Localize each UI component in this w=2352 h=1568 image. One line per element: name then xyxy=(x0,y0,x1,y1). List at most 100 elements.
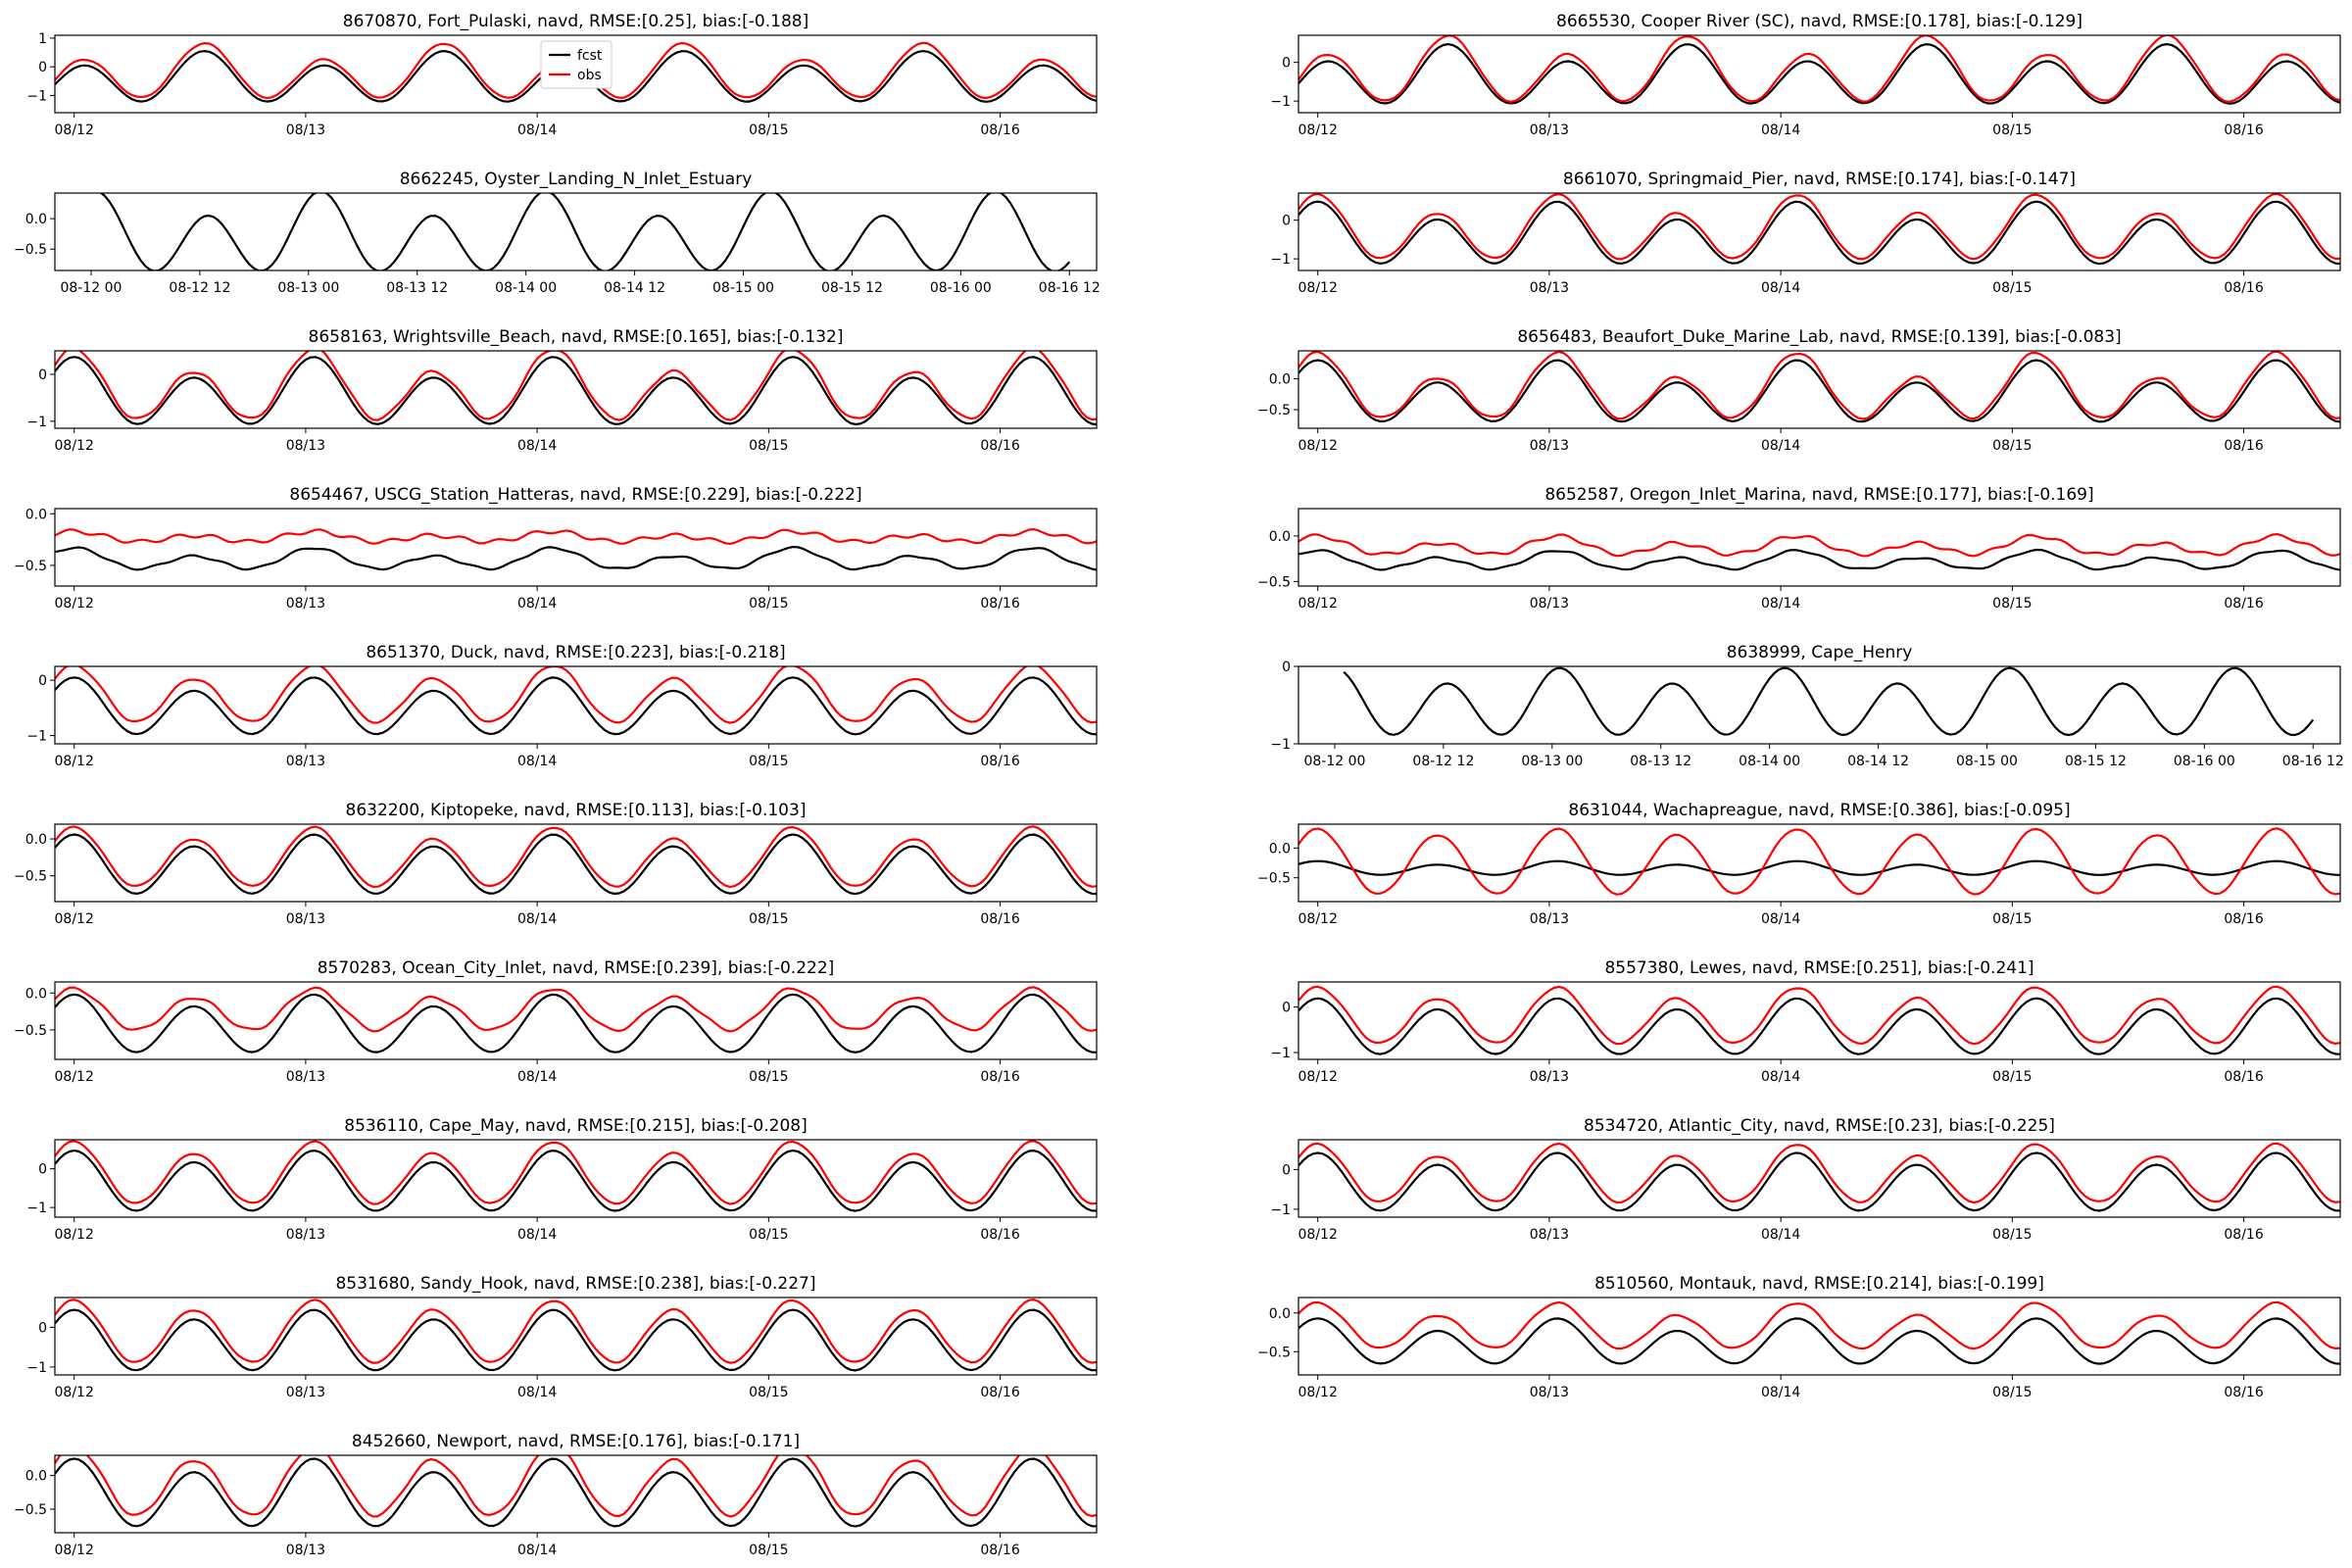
subplot-title: 8654467, USCG_Station_Hatteras, navd, RM… xyxy=(289,485,861,505)
y-tick-label: −1 xyxy=(26,1200,47,1216)
x-tick-label: 08/15 xyxy=(749,596,788,612)
series-line-obs xyxy=(55,1455,1097,1518)
subplot-title: 8651370, Duck, navd, RMSE:[0.223], bias:… xyxy=(366,643,785,662)
x-tick-label: 08-14 12 xyxy=(1847,754,1909,769)
legend-box xyxy=(540,40,612,89)
series-line-obs xyxy=(1298,351,2340,420)
x-tick-label: 08/12 xyxy=(55,1385,94,1400)
subplot-title: 8670870, Fort_Pulaski, navd, RMSE:[0.25]… xyxy=(343,12,808,31)
y-tick-label: −0.5 xyxy=(1257,574,1291,590)
x-tick-label: 08/15 xyxy=(1992,1227,2032,1243)
x-tick-label: 08/12 xyxy=(55,1227,94,1243)
x-tick-label: 08/16 xyxy=(980,122,1019,138)
x-tick-label: 08/13 xyxy=(286,1385,325,1400)
series-line-obs xyxy=(1298,827,2340,896)
axes-frame xyxy=(1298,981,2341,1060)
series-group xyxy=(1298,532,2340,571)
subplot-7: 8654467, USCG_Station_Hatteras, navd, RM… xyxy=(14,485,1098,612)
series-line-obs xyxy=(1298,1300,2340,1350)
x-tick-label: 08/12 xyxy=(55,1069,94,1085)
y-tick-label: 0.0 xyxy=(25,212,47,227)
axes-frame xyxy=(1298,1139,2341,1218)
y-tick-label: 0 xyxy=(38,673,47,689)
x-tick-label: 08-12 00 xyxy=(60,280,122,296)
series-line-obs xyxy=(1298,985,2340,1046)
subplot-title: 8570283, Ocean_City_Inlet, navd, RMSE:[0… xyxy=(318,958,835,978)
x-tick-label: 08/13 xyxy=(286,596,325,612)
series-group xyxy=(55,666,1097,736)
y-tick-label: 0.0 xyxy=(25,1469,47,1485)
x-tick-label: 08-13 00 xyxy=(1521,754,1583,769)
y-tick-label: 0 xyxy=(38,1320,47,1336)
subplot-title: 8536110, Cape_May, navd, RMSE:[0.215], b… xyxy=(344,1116,807,1136)
x-tick-label: 08-15 12 xyxy=(2065,754,2127,769)
x-tick-label: 08/14 xyxy=(1761,596,1800,612)
x-tick-label: 08-16 00 xyxy=(2174,754,2235,769)
x-tick-label: 08/13 xyxy=(286,1069,325,1085)
series-line-obs xyxy=(55,666,1097,724)
x-tick-label: 08/16 xyxy=(980,1227,1019,1243)
y-tick-label: −0.5 xyxy=(14,242,47,258)
x-tick-label: 08/14 xyxy=(517,596,557,612)
x-tick-label: 08-15 12 xyxy=(821,280,883,296)
subplot-9: 8651370, Duck, navd, RMSE:[0.223], bias:… xyxy=(26,643,1098,769)
x-tick-label: 08/16 xyxy=(2224,911,2263,927)
series-line-fcst xyxy=(1298,200,2340,266)
series-line-fcst xyxy=(1343,666,2315,737)
subplot-5: 8658163, Wrightsville_Beach, navd, RMSE:… xyxy=(26,327,1098,454)
series-group xyxy=(55,1298,1097,1372)
series-group xyxy=(1298,827,2340,896)
x-tick-label: 08-14 00 xyxy=(495,280,557,296)
x-tick-label: 08/13 xyxy=(1530,1227,1569,1243)
series-group xyxy=(55,825,1097,896)
x-tick-label: 08/16 xyxy=(2224,122,2263,138)
series-line-fcst xyxy=(55,993,1097,1054)
subplot-19: 8452660, Newport, navd, RMSE:[0.176], bi… xyxy=(14,1432,1098,1558)
x-tick-label: 08/12 xyxy=(1298,122,1338,138)
legend: fcst obs xyxy=(540,40,612,89)
series-group xyxy=(1298,1142,2340,1212)
x-tick-label: 08/16 xyxy=(980,754,1019,769)
series-line-obs xyxy=(55,825,1097,889)
series-group xyxy=(55,527,1097,571)
y-tick-label: −1 xyxy=(1270,252,1291,268)
x-tick-label: 08/15 xyxy=(749,754,788,769)
x-tick-label: 08/14 xyxy=(517,1069,557,1085)
x-tick-label: 08/13 xyxy=(1530,280,1569,296)
x-tick-label: 08/15 xyxy=(1992,122,2032,138)
axes-frame xyxy=(54,981,1098,1060)
y-tick-label: 0.0 xyxy=(1269,371,1291,387)
axes-frame xyxy=(1298,34,2341,114)
series-line-obs xyxy=(55,527,1097,546)
series-line-fcst xyxy=(1298,42,2340,105)
axes-frame xyxy=(1298,1297,2341,1376)
y-tick-label: −0.5 xyxy=(14,1023,47,1039)
x-tick-label: 08/13 xyxy=(286,1227,325,1243)
subplot-18: 8510560, Montauk, navd, RMSE:[0.214], bi… xyxy=(1257,1274,2341,1400)
axes-frame xyxy=(54,34,1098,114)
y-tick-label: −0.5 xyxy=(1257,403,1291,418)
y-tick-label: 0.0 xyxy=(25,507,47,522)
axes-frame xyxy=(54,665,1098,745)
series-line-obs xyxy=(55,986,1097,1033)
series-line-obs xyxy=(1298,532,2340,558)
x-tick-label: 08/14 xyxy=(1761,1069,1800,1085)
y-tick-label: −0.5 xyxy=(1257,871,1291,887)
x-tick-label: 08/16 xyxy=(2224,1385,2263,1400)
series-group xyxy=(55,351,1097,426)
x-tick-label: 08/15 xyxy=(749,1069,788,1085)
x-tick-label: 08/12 xyxy=(1298,438,1338,454)
axes-frame xyxy=(1298,823,2341,903)
x-tick-label: 08/16 xyxy=(980,1385,1019,1400)
subplot-title: 8631044, Wachapreague, navd, RMSE:[0.386… xyxy=(1568,801,2070,820)
x-tick-label: 08/14 xyxy=(517,1543,557,1558)
axes-frame xyxy=(54,1454,1098,1534)
x-tick-label: 08/12 xyxy=(55,122,94,138)
x-tick-label: 08/13 xyxy=(286,911,325,927)
subplot-11: 8632200, Kiptopeke, navd, RMSE:[0.113], … xyxy=(14,801,1098,927)
series-line-fcst xyxy=(1298,1152,2340,1212)
x-tick-label: 08/14 xyxy=(517,911,557,927)
subplot-6: 8656483, Beaufort_Duke_Marine_Lab, navd,… xyxy=(1257,327,2341,454)
y-tick-label: 0.0 xyxy=(1269,529,1291,545)
y-tick-label: 0 xyxy=(1282,1162,1291,1178)
